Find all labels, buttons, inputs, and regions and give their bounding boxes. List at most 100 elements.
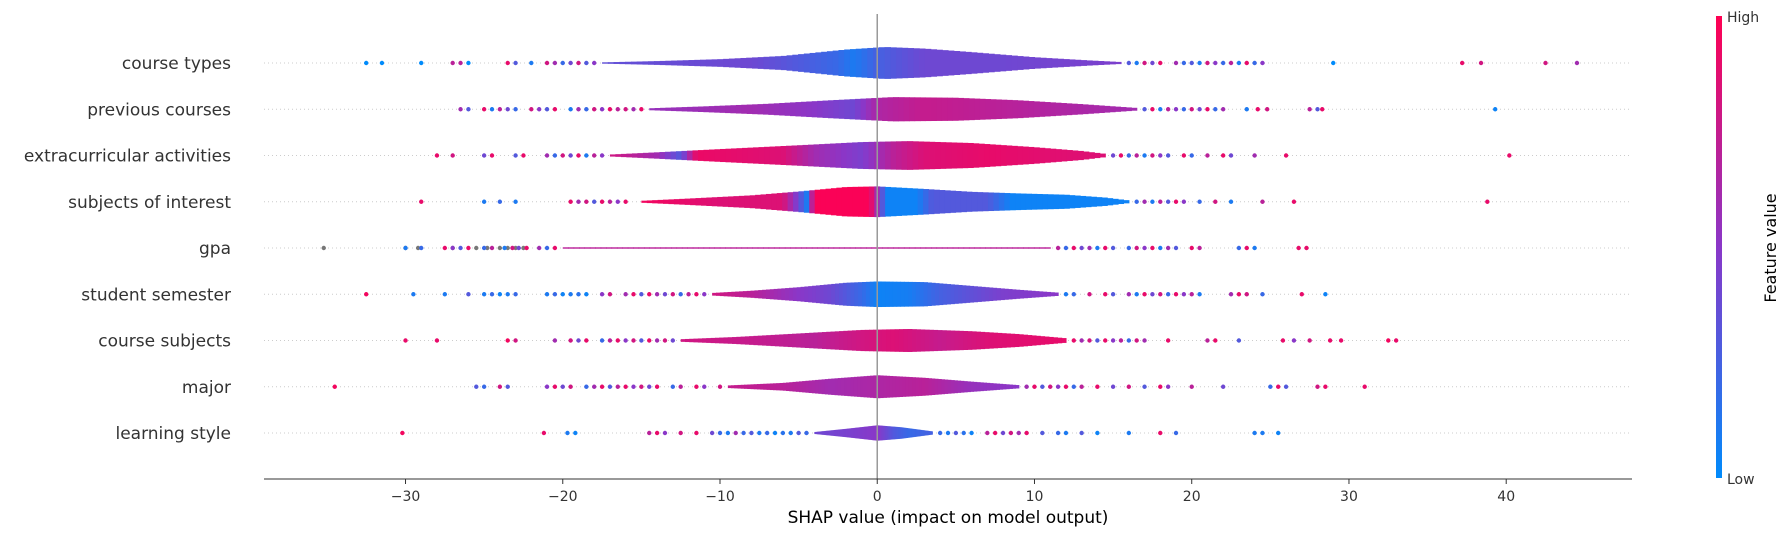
outlier-point	[513, 153, 518, 158]
outlier-point	[332, 384, 337, 389]
violin-slice	[946, 330, 951, 351]
violin-slice	[754, 290, 759, 299]
outlier-point	[1165, 384, 1171, 389]
violin-slice	[822, 100, 829, 118]
violin-slice	[796, 333, 802, 348]
violin-slice	[865, 426, 868, 440]
colorbar-title: Feature value	[1761, 193, 1780, 302]
violin-slice	[1101, 197, 1108, 206]
violin-slice	[1012, 384, 1017, 389]
violin-slice	[752, 104, 759, 115]
outlier-point	[1205, 338, 1210, 343]
violin-slice	[844, 247, 851, 249]
outlier-point	[466, 60, 471, 66]
violin-slice	[869, 329, 874, 352]
violin-slice	[846, 142, 853, 169]
violin-slice	[1109, 106, 1116, 113]
violin-slice	[912, 141, 919, 170]
outlier-point	[1024, 384, 1029, 389]
violin-slice	[717, 196, 724, 207]
violin-slice	[998, 192, 1005, 211]
outlier-point	[497, 292, 503, 297]
colorbar-high-label: High	[1727, 10, 1759, 26]
violin-slice	[784, 247, 791, 249]
violin-slice	[808, 144, 815, 167]
outlier-point	[1095, 384, 1100, 389]
violin-slice	[887, 426, 890, 440]
violin-slice	[834, 429, 836, 437]
violin-slice	[1048, 336, 1054, 345]
outlier-point	[474, 384, 479, 389]
violin-slice	[815, 431, 818, 435]
violin-slice	[941, 330, 947, 351]
violin-slice	[912, 377, 916, 397]
violin-slice	[804, 332, 810, 349]
violin-slice	[901, 141, 908, 170]
outlier-point	[1507, 153, 1512, 158]
violin-slice	[997, 332, 1003, 349]
outlier-point	[1126, 384, 1132, 389]
violin-slice	[835, 429, 838, 437]
violin-slice	[916, 329, 921, 352]
outlier-point	[1110, 245, 1116, 251]
outlier-point	[1126, 153, 1132, 158]
violin-slice	[950, 284, 955, 305]
violin-slice	[923, 430, 926, 436]
violin-slice	[835, 283, 840, 305]
violin-slice	[906, 188, 913, 216]
violin-slice	[941, 97, 948, 121]
violin-slice	[900, 281, 905, 307]
violin-slice	[828, 378, 832, 395]
outlier-point	[1142, 384, 1147, 389]
outlier-point	[1110, 292, 1116, 297]
violin-slice	[891, 426, 894, 440]
outlier-point	[576, 153, 581, 158]
violin-slice	[762, 289, 767, 299]
violin-slice	[852, 142, 859, 169]
violin-slice	[840, 377, 845, 396]
violin-slice	[886, 426, 889, 440]
violin-slice	[914, 247, 921, 249]
violin-slice	[895, 376, 900, 398]
outlier-point	[639, 384, 644, 389]
outlier-point	[1307, 338, 1312, 343]
outlier-point	[560, 60, 565, 66]
violin-slice	[657, 199, 664, 204]
outlier-point	[1331, 60, 1336, 66]
violin-slice	[818, 379, 823, 394]
violin-slice	[822, 431, 825, 435]
violin-slice	[889, 426, 891, 440]
violin-slice	[600, 247, 607, 249]
violin-slice	[633, 247, 640, 249]
violin-slice	[990, 247, 997, 249]
violin-slice	[1004, 193, 1011, 211]
outlier-point	[1158, 107, 1163, 112]
outlier-point	[1087, 245, 1092, 251]
violin-slice	[714, 149, 721, 162]
violin-slice	[816, 431, 819, 435]
violin-slice	[775, 56, 782, 70]
outlier-point	[1063, 384, 1069, 389]
outlier-point	[1574, 60, 1580, 66]
violin-slice	[676, 247, 683, 249]
violin-slice	[744, 384, 748, 389]
violin-slice	[826, 430, 829, 436]
outlier-point	[592, 199, 597, 204]
violin-slice	[819, 144, 826, 167]
violin-slice	[883, 425, 886, 441]
violin-slice	[1094, 152, 1101, 159]
outlier-point	[1252, 245, 1257, 251]
violin-slice	[649, 108, 656, 111]
violin-slice	[681, 150, 688, 161]
violin-slice	[744, 195, 751, 208]
outlier-point	[615, 338, 620, 343]
violin-slice	[927, 282, 932, 307]
violin-slice	[960, 380, 965, 393]
violin-slice	[1061, 338, 1067, 343]
violin-slice	[1023, 290, 1028, 299]
x-axis-ticks: −30 −20 −10 0 10 20 30 40	[391, 479, 1515, 505]
violin-slice	[989, 383, 994, 391]
violin-slice	[1014, 333, 1020, 348]
missing-value-point	[505, 245, 510, 251]
violin-slice	[935, 283, 940, 306]
